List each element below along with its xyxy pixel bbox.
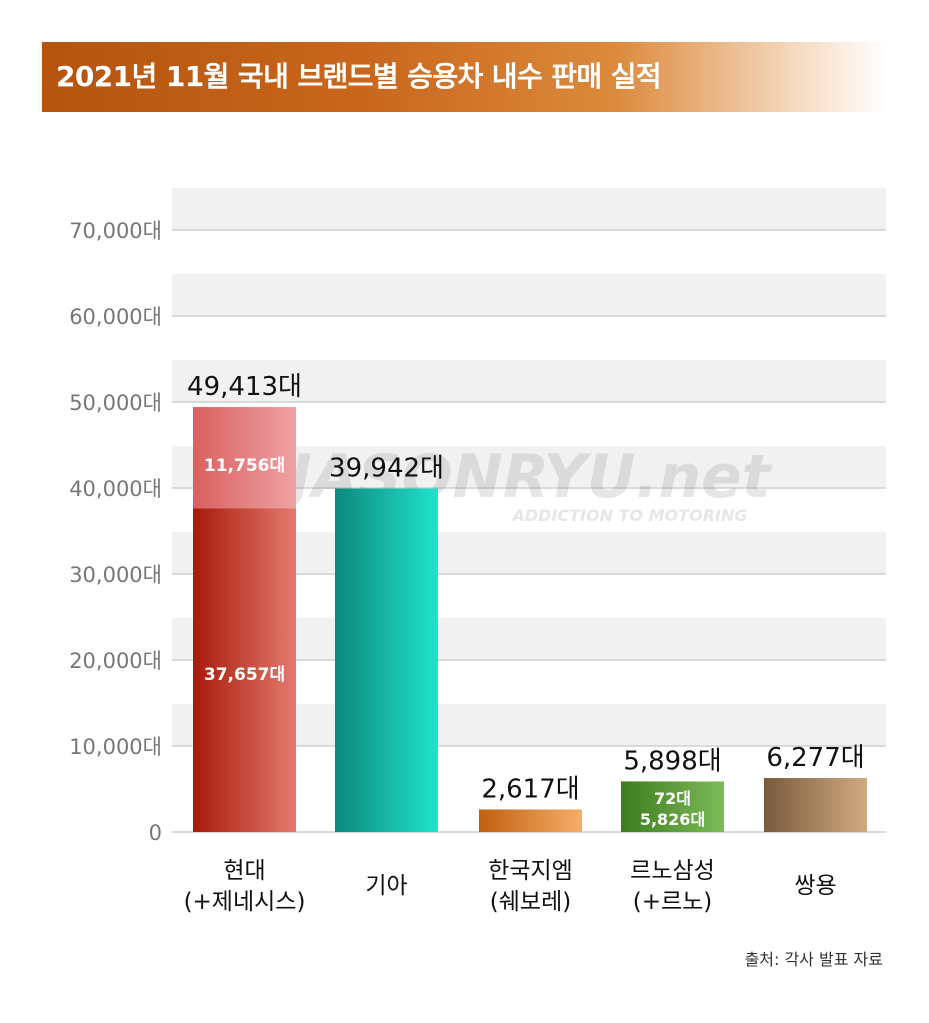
- x-category-label: (+르노): [633, 889, 713, 915]
- bar-total-label: 6,277대: [766, 743, 864, 773]
- watermark-sub: ADDICTION TO MOTORING: [511, 506, 748, 525]
- chart-title: 2021년 11월 국내 브랜드별 승용차 내수 판매 실적: [56, 60, 662, 93]
- x-category-label: 르노삼성: [630, 858, 715, 884]
- source-note: 출처: 각사 발표 자료: [744, 950, 883, 969]
- bar-total-label: 2,617대: [481, 774, 579, 804]
- bar-segment: [621, 781, 724, 832]
- y-tick-label: 0: [149, 821, 162, 845]
- segment-label: 72대: [654, 789, 691, 808]
- grid-band: [172, 360, 886, 402]
- bars: 37,657대 11,756대 49,413대 39,942대 2,617대 72대 5,8…: [187, 372, 867, 832]
- bar-segment: [193, 508, 296, 832]
- x-category-label: 현대: [223, 858, 265, 884]
- y-tick-label: 40,000대: [69, 477, 162, 501]
- segment-label: 11,756대: [204, 456, 285, 476]
- x-category-label: 기아: [365, 873, 407, 899]
- x-axis: 현대 (+제네시스) 기아 한국지엠 (쉐보레) 르노삼성 (+르노) 쌍용: [184, 858, 837, 915]
- x-category-label: 한국지엠: [488, 858, 573, 884]
- bar-segment: [621, 781, 724, 782]
- x-category-label: (+제네시스): [184, 889, 306, 915]
- bar-segment: [335, 488, 438, 832]
- y-axis: 0 10,000대 20,000대 30,000대 40,000대 50,000대 60,0…: [69, 219, 162, 845]
- title-banner: 2021년 11월 국내 브랜드별 승용차 내수 판매 실적: [42, 42, 886, 112]
- segment-label: 5,826대: [640, 810, 705, 829]
- bar-total-label: 5,898대: [623, 746, 721, 776]
- grid-band: [172, 188, 886, 230]
- y-tick-label: 70,000대: [69, 219, 162, 243]
- y-tick-label: 30,000대: [69, 563, 162, 587]
- y-tick-label: 10,000대: [69, 735, 162, 759]
- y-tick-label: 60,000대: [69, 305, 162, 329]
- grid-band: [172, 274, 886, 316]
- bar-segment: [193, 407, 296, 509]
- bar-total-label: 39,942대: [329, 453, 444, 483]
- x-category-label: (쉐보레): [490, 889, 571, 915]
- x-category-label: 쌍용: [794, 873, 836, 899]
- y-tick-label: 50,000대: [69, 391, 162, 415]
- y-tick-label: 20,000대: [69, 649, 162, 673]
- segment-label: 37,657대: [204, 665, 285, 685]
- bar-segment: [479, 809, 582, 832]
- bar-total-label: 49,413대: [187, 372, 302, 402]
- bar-segment: [764, 778, 867, 832]
- watermark: JASONRYU.net ADDICTION TO MOTORING: [280, 442, 773, 525]
